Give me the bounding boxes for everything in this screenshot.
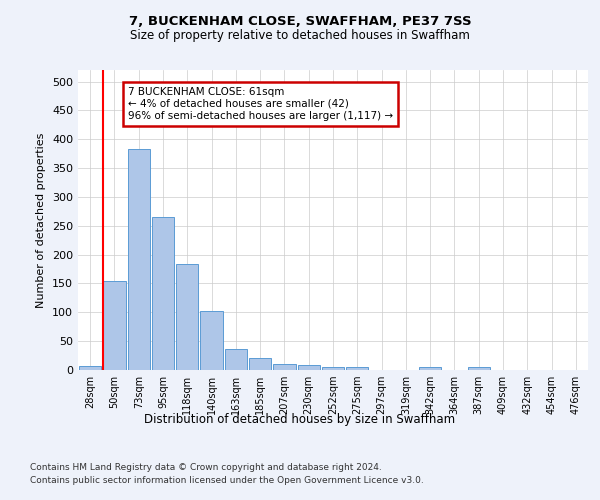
Bar xyxy=(322,367,344,370)
Text: Contains HM Land Registry data © Crown copyright and database right 2024.: Contains HM Land Registry data © Crown c… xyxy=(30,462,382,471)
Text: 7 BUCKENHAM CLOSE: 61sqm
← 4% of detached houses are smaller (42)
96% of semi-de: 7 BUCKENHAM CLOSE: 61sqm ← 4% of detache… xyxy=(128,88,393,120)
Text: Contains public sector information licensed under the Open Government Licence v3: Contains public sector information licen… xyxy=(30,476,424,485)
Bar xyxy=(419,367,442,370)
Bar xyxy=(103,280,125,370)
Bar xyxy=(224,349,247,370)
Bar xyxy=(200,310,223,370)
Text: 7, BUCKENHAM CLOSE, SWAFFHAM, PE37 7SS: 7, BUCKENHAM CLOSE, SWAFFHAM, PE37 7SS xyxy=(128,15,472,28)
Bar xyxy=(128,149,150,370)
Bar xyxy=(467,367,490,370)
Bar xyxy=(298,365,320,370)
Y-axis label: Number of detached properties: Number of detached properties xyxy=(37,132,46,308)
Text: Size of property relative to detached houses in Swaffham: Size of property relative to detached ho… xyxy=(130,29,470,42)
Bar xyxy=(273,364,296,370)
Bar xyxy=(79,366,101,370)
Text: Distribution of detached houses by size in Swaffham: Distribution of detached houses by size … xyxy=(145,412,455,426)
Bar xyxy=(346,367,368,370)
Bar xyxy=(176,264,199,370)
Bar xyxy=(249,358,271,370)
Bar xyxy=(152,217,174,370)
